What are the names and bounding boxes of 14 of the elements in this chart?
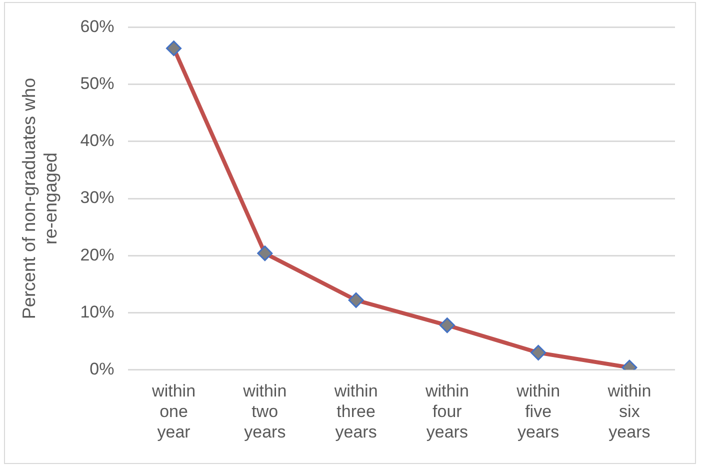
y-tick-label: 50%	[80, 74, 114, 93]
y-tick-label: 10%	[80, 302, 114, 322]
x-tick-label: within four years	[424, 382, 469, 442]
x-tick-label: within two years	[242, 382, 287, 442]
y-tick-label: 60%	[80, 16, 114, 36]
y-tick-label: 40%	[80, 131, 114, 150]
y-tick-label: 0%	[90, 359, 114, 378]
x-tick-label: within five years	[516, 382, 560, 442]
y-tick-label: 30%	[80, 188, 114, 208]
x-tick-label: within six years	[606, 382, 652, 442]
x-tick-label: within three years	[333, 382, 378, 442]
y-axis-title: Percent of non-graduates who re-engaged	[18, 78, 60, 320]
y-tick-label: 20%	[80, 245, 114, 264]
x-tick-label: within one year	[151, 382, 196, 442]
